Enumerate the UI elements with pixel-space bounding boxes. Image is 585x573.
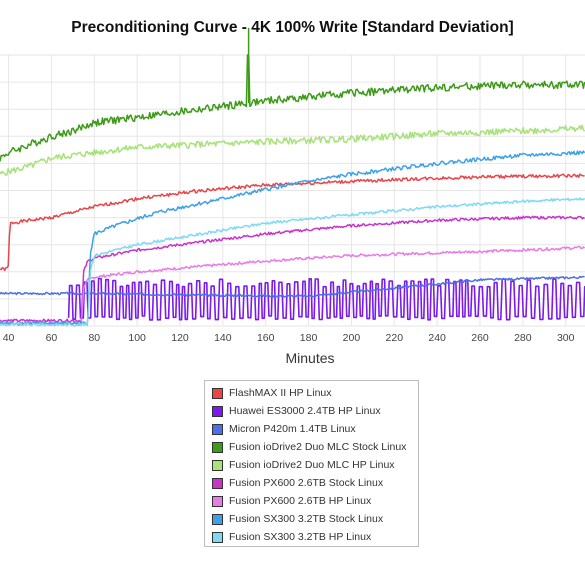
legend-swatch: [212, 477, 223, 489]
series-line: [0, 197, 585, 327]
legend-item[interactable]: Micron P420m 1.4TB Linux: [212, 420, 418, 438]
legend-swatch: [212, 459, 223, 471]
x-tick-label: 300: [557, 332, 575, 344]
series-line: [0, 275, 585, 298]
legend-swatch: [212, 495, 223, 507]
legend-swatch: [212, 531, 223, 543]
legend-label: Fusion PX600 2.6TB Stock Linux: [229, 477, 384, 489]
x-tick-label: 80: [88, 332, 100, 344]
series-line: [0, 245, 585, 326]
legend: FlashMAX II HP Linux Huawei ES3000 2.4TB …: [204, 380, 419, 547]
series-line: [0, 173, 585, 272]
x-tick-label: 100: [128, 332, 146, 344]
legend-label: Huawei ES3000 2.4TB HP Linux: [229, 405, 381, 417]
legend-item[interactable]: Fusion ioDrive2 Duo MLC HP Linux: [212, 456, 418, 474]
chart-title: Preconditioning Curve - 4K 100% Write [S…: [71, 19, 514, 36]
plot-background: [0, 55, 585, 330]
series-line: [67, 277, 585, 321]
legend-item[interactable]: Fusion PX600 2.6TB Stock Linux: [212, 474, 418, 492]
legend-item[interactable]: Fusion SX300 3.2TB Stock Linux: [212, 510, 418, 528]
x-tick-label: 40: [3, 332, 15, 344]
legend-item[interactable]: Fusion PX600 2.6TB HP Linux: [212, 492, 418, 510]
x-tick-label: 240: [428, 332, 446, 344]
x-tick-label: 280: [514, 332, 532, 344]
legend-swatch: [212, 513, 223, 525]
legend-item[interactable]: FlashMAX II HP Linux: [212, 384, 418, 402]
legend-item[interactable]: Fusion ioDrive2 Duo MLC Stock Linux: [212, 438, 418, 456]
series-layer: [0, 27, 585, 327]
legend-item[interactable]: Fusion SX300 3.2TB HP Linux: [212, 528, 418, 546]
x-tick-label: 160: [257, 332, 275, 344]
series-line: [0, 27, 585, 162]
legend-label: Fusion ioDrive2 Duo MLC Stock Linux: [229, 441, 407, 453]
legend-item[interactable]: Huawei ES3000 2.4TB HP Linux: [212, 402, 418, 420]
x-tick-label: 260: [471, 332, 489, 344]
legend-label: Fusion SX300 3.2TB Stock Linux: [229, 513, 384, 525]
series-line: [0, 150, 585, 326]
series-line: [0, 215, 585, 323]
x-tick-label: 60: [46, 332, 58, 344]
x-tick-label: 220: [386, 332, 404, 344]
legend-label: Fusion PX600 2.6TB HP Linux: [229, 495, 372, 507]
legend-swatch: [212, 405, 223, 417]
legend-swatch: [212, 423, 223, 435]
legend-label: Fusion SX300 3.2TB HP Linux: [229, 531, 372, 543]
x-tick-labels: 40 60 80 100 120 140 160 180 200 220 240 260 280 300: [3, 332, 575, 344]
legend-swatch: [212, 441, 223, 453]
series-line: [0, 124, 585, 177]
x-tick-label: 200: [343, 332, 361, 344]
legend-label: Micron P420m 1.4TB Linux: [229, 423, 356, 435]
legend-label: FlashMAX II HP Linux: [229, 387, 332, 399]
x-tick-label: 120: [171, 332, 189, 344]
legend-label: Fusion ioDrive2 Duo MLC HP Linux: [229, 459, 395, 471]
legend-swatch: [212, 387, 223, 399]
x-tick-label: 180: [300, 332, 318, 344]
grid: [0, 54, 585, 327]
x-axis-label: Minutes: [285, 350, 335, 366]
x-tick-label: 140: [214, 332, 232, 344]
